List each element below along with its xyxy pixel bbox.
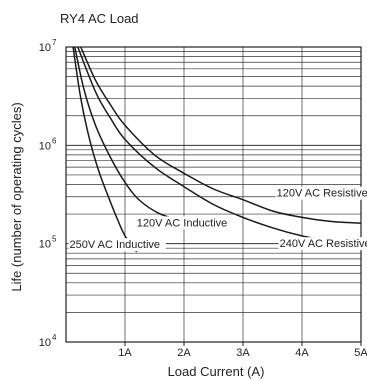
series-labels: 120V AC Resistive 240V AC Resistive 120V A… bbox=[68, 186, 367, 252]
series-curves bbox=[72, 46, 362, 253]
series-label-background bbox=[68, 238, 166, 252]
series-line-120v-ac-inductive bbox=[74, 46, 185, 222]
x-tick-label: 2A bbox=[177, 347, 191, 359]
y-axis-label: Life (number of operating cycles) bbox=[9, 102, 24, 291]
series-label-250v-ac-inductive: 250V AC Inductive bbox=[70, 239, 161, 251]
x-tick-label: 5A bbox=[354, 347, 367, 359]
series-label-background bbox=[275, 186, 367, 200]
series-line-240v-ac-resistive bbox=[77, 46, 362, 247]
y-tick-exponent: 5 bbox=[52, 235, 57, 244]
gridlines bbox=[66, 47, 361, 343]
series-line-120v-ac-resistive bbox=[80, 46, 362, 224]
y-tick-label: 10 bbox=[39, 337, 51, 349]
x-axis-ticks: 1A 2A 3A 4A 5A bbox=[118, 342, 367, 359]
series-label-background bbox=[135, 216, 233, 230]
x-tick-label: 1A bbox=[118, 347, 132, 359]
y-tick-exponent: 6 bbox=[52, 136, 57, 145]
x-axis-label: Load Current (A) bbox=[168, 364, 265, 379]
series-label-240v-ac-resistive: 240V AC Resistive bbox=[280, 238, 367, 250]
x-tick-label: 3A bbox=[236, 347, 250, 359]
series-line-250v-ac-inductive bbox=[72, 46, 138, 253]
x-tick-label: 4A bbox=[295, 347, 309, 359]
y-tick-label: 10 bbox=[39, 140, 51, 152]
y-tick-label: 10 bbox=[39, 42, 51, 54]
y-tick-exponent: 7 bbox=[52, 38, 57, 47]
series-label-120v-ac-inductive: 120V AC Inductive bbox=[137, 217, 228, 229]
y-tick-label: 10 bbox=[39, 239, 51, 251]
series-label-120v-ac-resistive: 120V AC Resistive bbox=[277, 188, 367, 200]
y-tick-exponent: 4 bbox=[52, 333, 57, 342]
series-label-background bbox=[278, 237, 367, 251]
plot-area: 120V AC Resistive 240V AC Resistive 120V A… bbox=[65, 46, 367, 343]
chart-title: RY4 AC Load bbox=[60, 11, 139, 26]
